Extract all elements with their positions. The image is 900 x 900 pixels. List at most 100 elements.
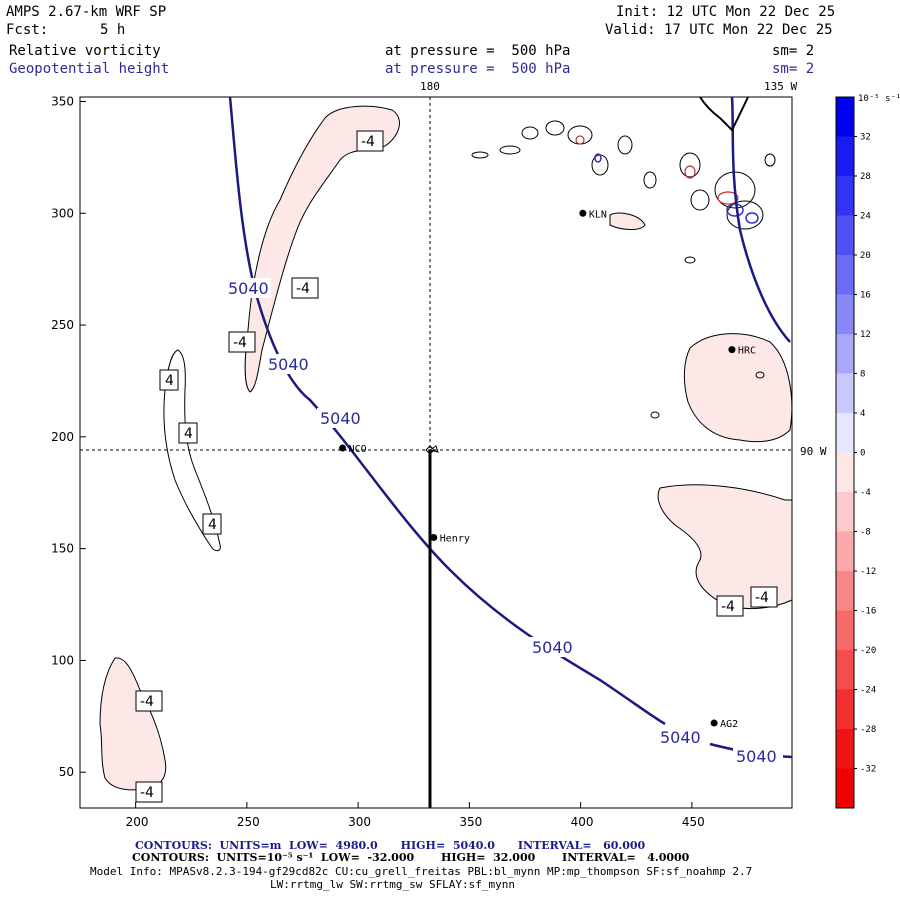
y-tick-label: 50 <box>59 765 74 779</box>
vorticity-label: -4 <box>140 785 154 801</box>
colorbar-tick-label: 16 <box>860 291 871 301</box>
colorbar-segment <box>836 176 854 216</box>
colorbar-tick-label: -4 <box>860 488 871 498</box>
field2-name: Geopotential height <box>9 61 170 77</box>
colorbar-tick-label: -32 <box>860 765 876 775</box>
footer-physics-info: LW:rrtmg_lw SW:rrtmg_sw SFLAY:sf_mynn <box>270 878 516 891</box>
colorbar-segment <box>836 650 854 690</box>
colorbar-tick-label: 28 <box>860 172 871 182</box>
vorticity-area-east <box>683 333 793 443</box>
station-dot <box>339 444 347 452</box>
meridian-label-90w: 90 W <box>800 445 827 458</box>
colorbar-tick-label: 4 <box>860 409 865 419</box>
x-tick-label: 300 <box>348 815 371 829</box>
colorbar: 32 28 24 20 16 12 8 4 0 -4 -8 -12 -16 -20 -24 -28 -32 <box>835 96 876 809</box>
colorbar-units: 10⁻⁵ s⁻¹ <box>858 94 900 104</box>
station-label: HRC <box>738 346 756 357</box>
field1-smoothing: sm= 2 <box>772 43 815 59</box>
height-contour-main <box>228 96 666 726</box>
footer-height-contours: CONTOURS: UNITS=m LOW= 4980.0 HIGH= 5040… <box>135 839 646 852</box>
station-label: KLN <box>589 209 607 220</box>
colorbar-segment <box>836 768 854 809</box>
height-label: 5040 <box>228 279 269 298</box>
colorbar-tick-label: -20 <box>860 646 876 656</box>
init-time: Init: 12 UTC Mon 22 Dec 25 <box>616 4 836 20</box>
colorbar-tick-label: -28 <box>860 725 876 735</box>
colorbar-segment <box>836 571 854 611</box>
vorticity-label: -4 <box>361 134 375 150</box>
colorbar-segment <box>836 452 854 493</box>
vorticity-label: -4 <box>755 590 769 606</box>
x-tick-label: 400 <box>571 815 594 829</box>
x-tick-label: 250 <box>237 815 260 829</box>
y-axis: 350 300 250 200 150 100 50 <box>51 94 86 779</box>
colorbar-tick-label: 24 <box>860 212 871 222</box>
model-title: AMPS 2.67-km WRF SP <box>6 4 167 20</box>
station-dot <box>710 719 718 727</box>
colorbar-tick-label: 32 <box>860 133 871 143</box>
valid-time: Valid: 17 UTC Mon 22 Dec 25 <box>605 22 833 38</box>
colorbar-tick-label: 12 <box>860 330 871 340</box>
y-tick-label: 100 <box>51 653 74 667</box>
station-henry: Henry <box>430 533 470 544</box>
meridian-label-180: 180 <box>420 80 440 93</box>
station-dot <box>430 533 438 541</box>
meridian-label-135w: 135 W <box>764 80 797 93</box>
colorbar-segment <box>836 610 854 651</box>
x-tick-label: 450 <box>682 815 705 829</box>
colorbar-segment <box>836 255 854 295</box>
footer-vorticity-contours: CONTOURS: UNITS=10⁻⁵ s⁻¹ LOW= -32.000 HI… <box>132 851 690 864</box>
vorticity-label: 4 <box>184 426 193 442</box>
station-label: NCO <box>349 444 367 455</box>
colorbar-tick-label: 0 <box>860 449 865 459</box>
vorticity-area-southwest <box>99 657 167 791</box>
height-contour-northeast <box>730 96 791 343</box>
vorticity-positive-cores <box>594 153 759 224</box>
colorbar-tick-label: -16 <box>860 607 876 617</box>
footer-model-info: Model Info: MPASv8.2.3-194-gf29cd82c CU:… <box>90 865 753 878</box>
colorbar-segment <box>836 215 854 256</box>
colorbar-tick-label: 8 <box>860 370 865 380</box>
y-tick-label: 300 <box>51 206 74 220</box>
colorbar-segment <box>836 729 854 769</box>
colorbar-segment <box>836 531 854 572</box>
vorticity-negative-cores <box>575 135 739 205</box>
vorticity-label: -4 <box>721 599 735 615</box>
station-hrc: HRC <box>728 346 756 357</box>
vorticity-area-upper <box>244 105 400 393</box>
coastline-fragment <box>699 96 749 132</box>
vorticity-area-small-north <box>609 212 646 230</box>
height-label: 5040 <box>320 409 361 428</box>
y-tick-label: 200 <box>51 430 74 444</box>
x-axis: 200 250 300 350 400 450 <box>126 802 705 829</box>
station-nco: NCO <box>339 444 367 455</box>
field2-smoothing: sm= 2 <box>772 61 815 77</box>
station-dot <box>728 346 736 354</box>
vorticity-negative-areas <box>99 105 793 791</box>
height-label: 5040 <box>660 728 701 747</box>
height-label: 5040 <box>268 355 309 374</box>
colorbar-tick-label: -24 <box>860 686 876 696</box>
cross-section-marker <box>425 445 439 455</box>
colorbar-tick-label: -8 <box>860 528 871 538</box>
vorticity-area-southeast <box>657 484 793 610</box>
colorbar-segment <box>836 492 854 532</box>
vorticity-label: -4 <box>296 281 310 297</box>
y-tick-label: 350 <box>51 94 74 108</box>
field1-level: at pressure = 500 hPa <box>385 43 571 59</box>
y-tick-label: 150 <box>51 542 74 556</box>
station-markers: KLN HRC NCO Henry AG2 <box>339 209 756 730</box>
station-dot <box>579 209 587 217</box>
forecast-label: Fcst: <box>6 22 49 38</box>
colorbar-tick-label: 20 <box>860 251 871 261</box>
colorbar-segment <box>836 97 854 137</box>
y-tick-label: 250 <box>51 318 74 332</box>
height-labels: 5040 5040 5040 5040 5040 5040 <box>225 278 783 766</box>
plot-frame <box>79 96 793 809</box>
vorticity-positive-contour <box>163 349 221 552</box>
colorbar-segment <box>836 413 854 453</box>
station-ag2: AG2 <box>710 719 738 730</box>
station-label: AG2 <box>720 719 738 730</box>
colorbar-segment <box>836 334 854 374</box>
